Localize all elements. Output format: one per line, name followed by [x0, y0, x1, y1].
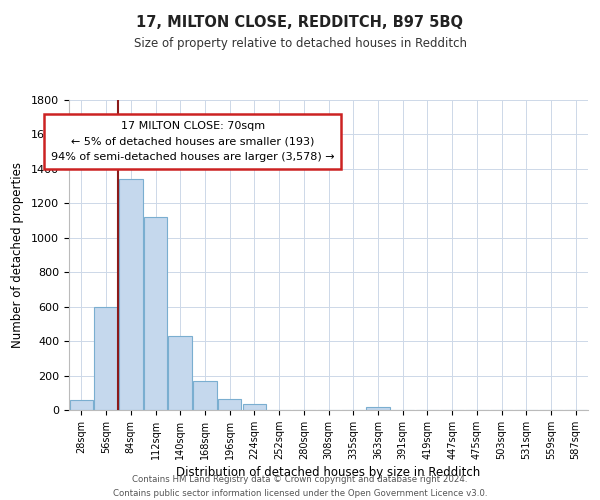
- Bar: [218, 399, 241, 410]
- Y-axis label: Number of detached properties: Number of detached properties: [11, 162, 24, 348]
- Text: Contains HM Land Registry data © Crown copyright and database right 2024.
Contai: Contains HM Land Registry data © Crown c…: [113, 476, 487, 498]
- Bar: [94, 306, 118, 410]
- Bar: [366, 408, 389, 410]
- Bar: [144, 217, 167, 410]
- X-axis label: Distribution of detached houses by size in Redditch: Distribution of detached houses by size …: [176, 466, 481, 479]
- Bar: [169, 336, 192, 410]
- Text: 17 MILTON CLOSE: 70sqm
← 5% of detached houses are smaller (193)
94% of semi-det: 17 MILTON CLOSE: 70sqm ← 5% of detached …: [51, 120, 334, 162]
- Text: 17, MILTON CLOSE, REDDITCH, B97 5BQ: 17, MILTON CLOSE, REDDITCH, B97 5BQ: [137, 15, 464, 30]
- Bar: [70, 400, 93, 410]
- Bar: [119, 179, 143, 410]
- Bar: [193, 380, 217, 410]
- Bar: [242, 404, 266, 410]
- Text: Size of property relative to detached houses in Redditch: Size of property relative to detached ho…: [133, 38, 467, 51]
